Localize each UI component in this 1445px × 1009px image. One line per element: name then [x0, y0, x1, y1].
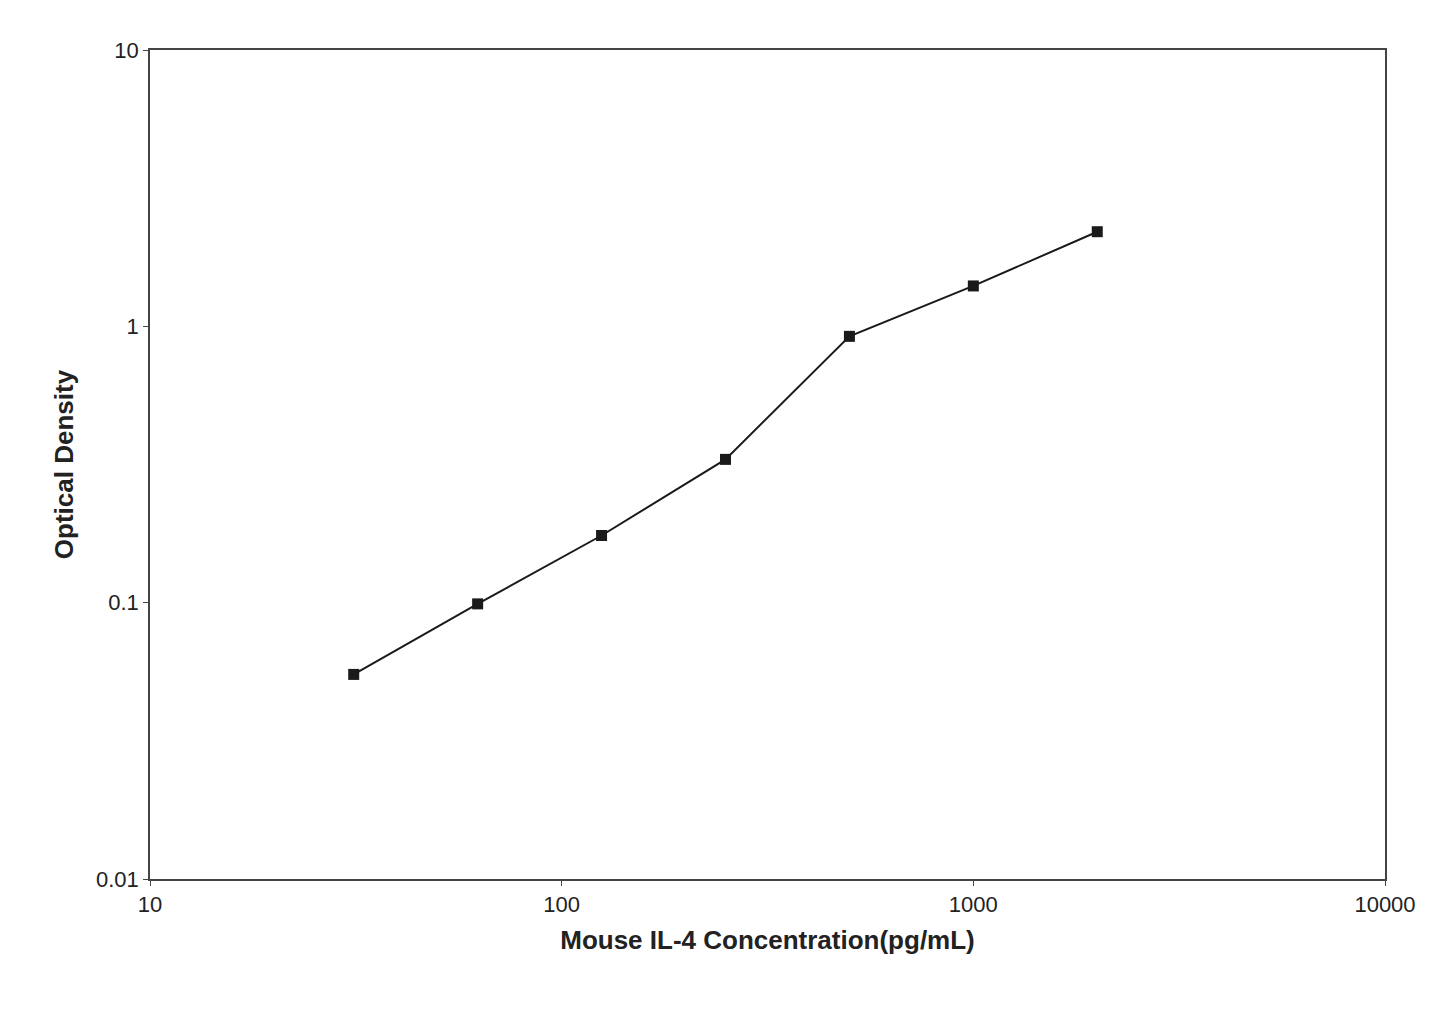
- svg-text:1000: 1000: [949, 892, 998, 917]
- svg-text:10000: 10000: [1354, 892, 1415, 917]
- svg-text:10: 10: [114, 38, 138, 63]
- svg-text:0.1: 0.1: [108, 590, 139, 615]
- svg-text:10: 10: [138, 892, 162, 917]
- svg-text:1: 1: [127, 314, 139, 339]
- svg-text:0.01: 0.01: [96, 867, 139, 892]
- svg-text:Mouse IL-4 Concentration(pg/mL: Mouse IL-4 Concentration(pg/mL): [560, 925, 975, 955]
- svg-text:Optical Density: Optical Density: [49, 369, 79, 559]
- svg-text:100: 100: [543, 892, 580, 917]
